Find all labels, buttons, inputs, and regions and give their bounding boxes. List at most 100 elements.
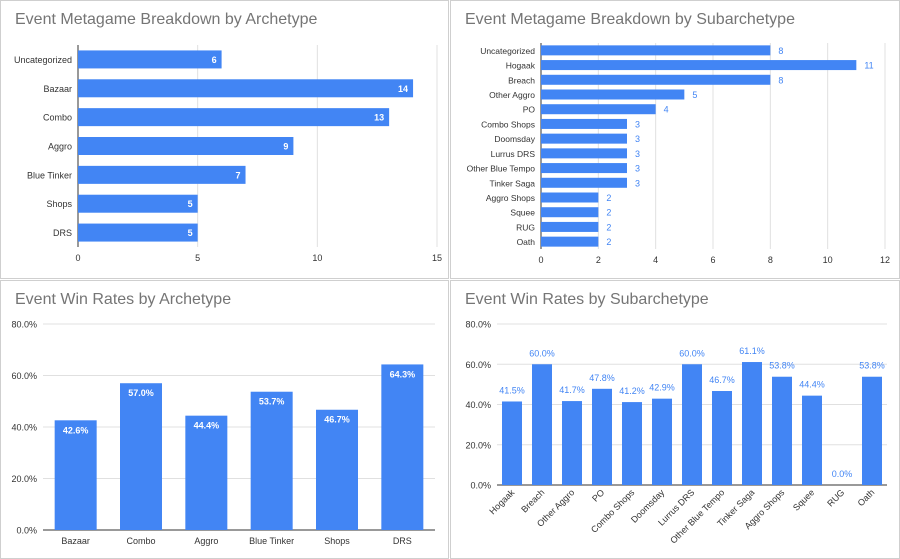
- bar: [185, 415, 228, 530]
- category-label: Squee: [791, 487, 816, 512]
- data-label: 3: [635, 178, 640, 188]
- data-label: 6: [212, 55, 217, 65]
- data-label: 3: [635, 119, 640, 129]
- bar: [541, 163, 627, 174]
- chart-archetype-breakdown: 0 5 10 15 Uncategorized 6 Bazaar 14 Combo 13 Aggro…: [14, 45, 442, 263]
- data-label: 61.1%: [739, 346, 765, 356]
- data-label: 42.9%: [649, 383, 675, 393]
- category-label: Tinker Saga: [489, 178, 535, 188]
- bar: [541, 89, 685, 100]
- y-tick-label: 40.0%: [11, 423, 37, 433]
- chart-title: Event Win Rates by Subarchetype: [465, 291, 709, 308]
- bar: [541, 221, 599, 232]
- bar: [541, 133, 627, 144]
- data-label: 44.4%: [194, 421, 220, 431]
- category-label: Other Blue Tempo: [467, 164, 536, 174]
- category-label: Other Blue Tempo: [668, 487, 726, 545]
- bar: [862, 376, 882, 485]
- x-tick-label: 5: [195, 253, 200, 263]
- y-tick-label: 20.0%: [11, 474, 37, 484]
- bar: [712, 391, 732, 485]
- bar: [78, 108, 390, 127]
- data-label: 8: [778, 46, 783, 56]
- x-tick-label: 0: [538, 255, 543, 265]
- bar: [78, 165, 246, 184]
- bar: [250, 391, 293, 530]
- chart-panel-subarchetype-winrates: Event Win Rates by Subarchetype 0.0% 20.0…: [450, 280, 900, 559]
- bar: [622, 402, 642, 485]
- y-tick-label: 60.0%: [465, 360, 491, 370]
- y-tick-label: 60.0%: [11, 371, 37, 381]
- data-label: 2: [606, 237, 611, 247]
- data-label: 41.5%: [499, 385, 525, 395]
- category-label: PO: [523, 105, 536, 115]
- chart-panel-archetype-breakdown: Event Metagame Breakdown by Archetype 0 5…: [0, 0, 449, 279]
- bar: [78, 194, 198, 213]
- category-label: Breach: [508, 75, 535, 85]
- bar: [78, 223, 198, 242]
- data-label: 57.0%: [128, 388, 154, 398]
- data-label: 41.2%: [619, 386, 645, 396]
- data-label: 13: [374, 113, 384, 123]
- bar: [381, 364, 424, 530]
- bar: [802, 395, 822, 485]
- category-label: Combo Shops: [481, 119, 535, 129]
- chart-subarchetype-breakdown: 0 2 4 6 8 10 12 Uncategorized 8 Hogaak 11 Breach 8 Ot…: [467, 43, 890, 265]
- data-label: 14: [398, 84, 408, 94]
- bar: [541, 207, 599, 218]
- bar: [541, 74, 771, 85]
- bar: [78, 50, 222, 69]
- x-tick-label: 10: [823, 255, 833, 265]
- chart-title: Event Metagame Breakdown by Archetype: [15, 11, 318, 28]
- x-tick-label: 12: [880, 255, 890, 265]
- chart-title: Event Win Rates by Archetype: [15, 291, 232, 308]
- category-label: Combo: [126, 536, 155, 546]
- data-label: 5: [188, 199, 193, 209]
- category-label: Bazaar: [61, 536, 90, 546]
- category-label: DRS: [53, 228, 72, 238]
- data-label: 9: [283, 142, 288, 152]
- data-label: 64.3%: [390, 369, 416, 379]
- y-tick-label: 80.0%: [11, 320, 37, 330]
- category-label: Combo: [43, 113, 72, 123]
- category-label: Hogaak: [487, 487, 516, 516]
- y-tick-label: 40.0%: [465, 400, 491, 410]
- data-label: 46.7%: [324, 415, 350, 425]
- chart-archetype-winrates: 0.0% 20.0% 40.0% 60.0% 80.0% 42.6% Bazaar 57.0%…: [11, 320, 435, 546]
- y-tick-label: 0.0%: [16, 526, 37, 536]
- data-label: 3: [635, 149, 640, 159]
- x-tick-label: 10: [312, 253, 322, 263]
- data-label: 60.0%: [529, 348, 555, 358]
- bar: [562, 401, 582, 485]
- data-label: 44.4%: [799, 380, 825, 390]
- data-label: 11: [864, 61, 873, 71]
- data-label: 60.0%: [679, 348, 705, 358]
- data-label: 47.8%: [589, 373, 615, 383]
- chart-subarchetype-winrates: 0.0% 20.0% 40.0% 60.0% 80.0% 41.5% Hogaak 60.0%…: [465, 320, 887, 546]
- category-label: Oath: [517, 237, 536, 247]
- category-label: Blue Tinker: [249, 536, 294, 546]
- data-label: 3: [635, 134, 640, 144]
- x-tick-label: 0: [75, 253, 80, 263]
- bar: [54, 420, 97, 530]
- category-label: RUG: [825, 487, 846, 508]
- data-label: 3: [635, 164, 640, 174]
- category-label: Aggro: [48, 142, 72, 152]
- category-label: Oath: [856, 487, 877, 508]
- data-label: 7: [236, 170, 241, 180]
- bar: [120, 383, 162, 530]
- data-label: 4: [664, 105, 669, 115]
- category-label: Hogaak: [506, 61, 536, 71]
- data-label: 8: [778, 75, 783, 85]
- category-label: RUG: [516, 222, 535, 232]
- category-label: Lurrus DRS: [491, 149, 536, 159]
- x-tick-label: 2: [596, 255, 601, 265]
- chart-title: Event Metagame Breakdown by Subarchetype: [465, 11, 795, 28]
- category-label: Other Aggro: [489, 90, 535, 100]
- data-label: 0.0%: [832, 469, 853, 479]
- category-label: Aggro: [194, 536, 218, 546]
- bar: [592, 388, 612, 485]
- bar: [541, 177, 627, 188]
- category-label: DRS: [393, 536, 412, 546]
- bar: [532, 364, 552, 485]
